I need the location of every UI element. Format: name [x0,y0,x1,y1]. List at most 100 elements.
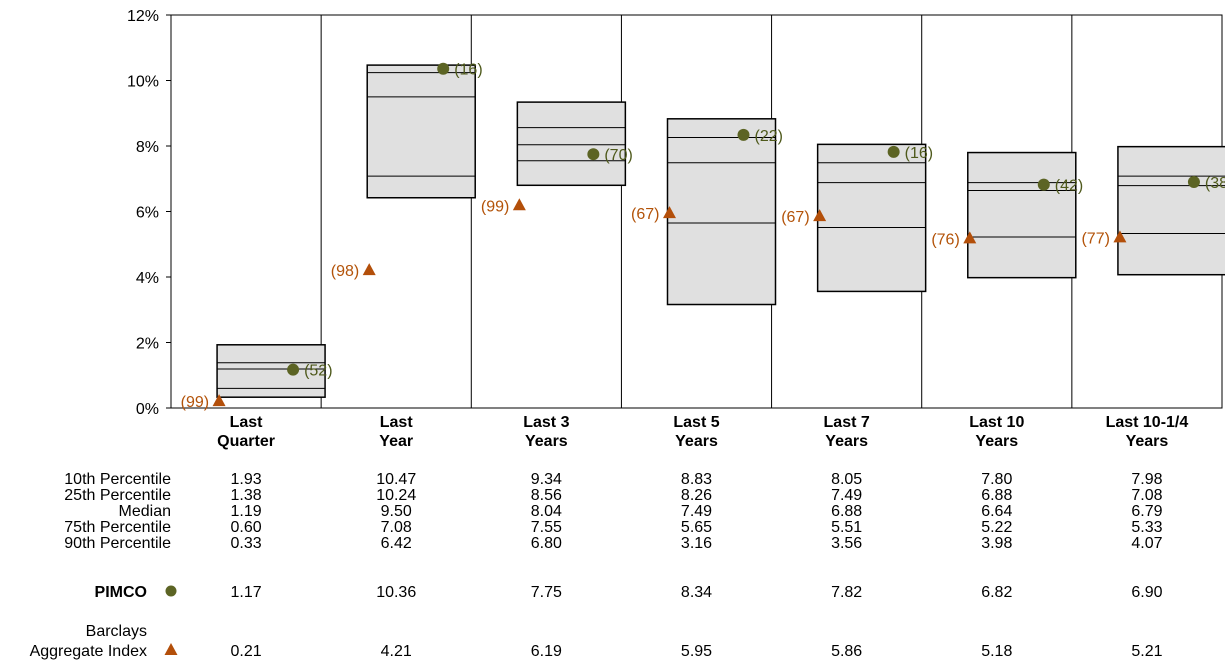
y-tick-label: 10% [127,74,159,91]
percentile-value: 7.55 [531,519,562,536]
pimco-point [587,148,600,161]
index-rank-label: (99) [181,394,209,411]
percentile-value: 8.26 [681,487,712,504]
index-rank-label: (99) [481,198,509,215]
percentile-value: 5.65 [681,519,712,536]
index-point [512,198,526,211]
percentile-value: 0.33 [231,535,262,552]
category-label: Last 10 [969,414,1024,431]
pimco-point [737,128,750,141]
pimco-row-label: PIMCO [95,584,147,601]
pimco-point [437,62,450,75]
percentile-box [1117,145,1225,276]
category-label: Years [825,433,868,450]
index-value: 0.21 [231,643,262,660]
percentile-value: 5.33 [1131,519,1162,536]
percentile-value: 8.83 [681,471,712,488]
pimco-rank-label: (16) [905,145,933,162]
percentile-box [967,151,1077,279]
percentile-row-label: Median [119,503,171,520]
index-row-label: Aggregate Index [30,643,147,660]
pimco-rank-label: (22) [755,128,783,145]
percentile-value: 6.42 [381,535,412,552]
pimco-point [287,363,300,376]
percentile-value: 6.79 [1131,503,1162,520]
category-label: Years [525,433,568,450]
pimco-value: 7.75 [531,584,562,601]
category-label: Last [380,414,414,431]
percentile-value: 6.64 [981,503,1012,520]
category-label: Last 3 [523,414,569,431]
percentile-value: 10.47 [376,471,416,488]
pimco-rank-label: (38) [1205,175,1225,192]
percentile-value: 7.08 [381,519,412,536]
percentile-row-label: 90th Percentile [64,535,171,552]
percentile-value: 7.98 [1131,471,1162,488]
y-tick-label: 0% [136,401,159,418]
index-point [1113,230,1127,243]
index-value: 5.18 [981,643,1012,660]
y-tick-label: 4% [136,270,159,287]
index-value: 4.21 [381,643,412,660]
index-point [663,206,676,219]
index-value: 6.19 [531,643,562,660]
percentile-value: 5.22 [981,519,1012,536]
index-rank-label: (67) [781,209,809,226]
percentile-value: 8.56 [531,487,562,504]
index-point [963,231,977,244]
category-label: Year [379,433,413,450]
category-label: Last 7 [824,414,870,431]
percentile-value: 8.04 [531,503,562,520]
percentile-value: 6.88 [831,503,862,520]
percentile-box [816,143,927,293]
y-tick-label: 8% [136,139,159,156]
index-point [362,263,376,276]
percentile-value: 7.80 [981,471,1012,488]
category-label: Last 10-1/4 [1106,414,1189,431]
percentile-box [666,118,777,306]
index-value: 5.86 [831,643,862,660]
percentile-value: 9.50 [381,503,412,520]
pimco-value: 6.82 [981,584,1012,601]
index-rank-label: (76) [931,231,959,248]
y-tick-label: 6% [136,205,159,222]
pimco-rank-label: (52) [304,363,332,380]
percentile-value: 1.93 [231,471,262,488]
pimco-rank-label: (42) [1055,178,1083,195]
percentile-value: 9.34 [531,471,562,488]
category-label: Years [675,433,718,450]
percentile-value: 5.51 [831,519,862,536]
pimco-point [1037,178,1050,191]
percentile-value: 7.49 [681,503,712,520]
index-row-label: Barclays [86,623,147,640]
percentile-row-label: 75th Percentile [64,519,171,536]
y-tick-label: 12% [127,8,159,25]
category-label: Years [1126,433,1169,450]
pimco-value: 6.90 [1131,584,1162,601]
percentile-value: 0.60 [231,519,262,536]
index-rank-label: (67) [631,206,659,223]
percentile-row-label: 10th Percentile [64,471,171,488]
percentile-value: 3.16 [681,535,712,552]
percentile-value: 7.08 [1131,487,1162,504]
pimco-rank-label: (70) [604,147,632,164]
percentile-value: 6.80 [531,535,562,552]
pimco-legend-marker [165,585,177,597]
y-tick-label: 2% [136,336,159,353]
index-rank-label: (98) [331,263,359,280]
category-label: Years [975,433,1018,450]
index-legend-marker [164,643,178,655]
percentile-value: 6.88 [981,487,1012,504]
pimco-value: 8.34 [681,584,712,601]
pimco-point [887,145,900,158]
percentile-value: 3.56 [831,535,862,552]
pimco-value: 1.17 [231,584,262,601]
index-point [212,394,226,407]
percentile-value: 1.19 [231,503,262,520]
percentile-row-label: 25th Percentile [64,487,171,504]
percentile-value: 7.49 [831,487,862,504]
percentile-value: 1.38 [231,487,262,504]
percentile-box [366,64,476,199]
pimco-value: 10.36 [376,584,416,601]
